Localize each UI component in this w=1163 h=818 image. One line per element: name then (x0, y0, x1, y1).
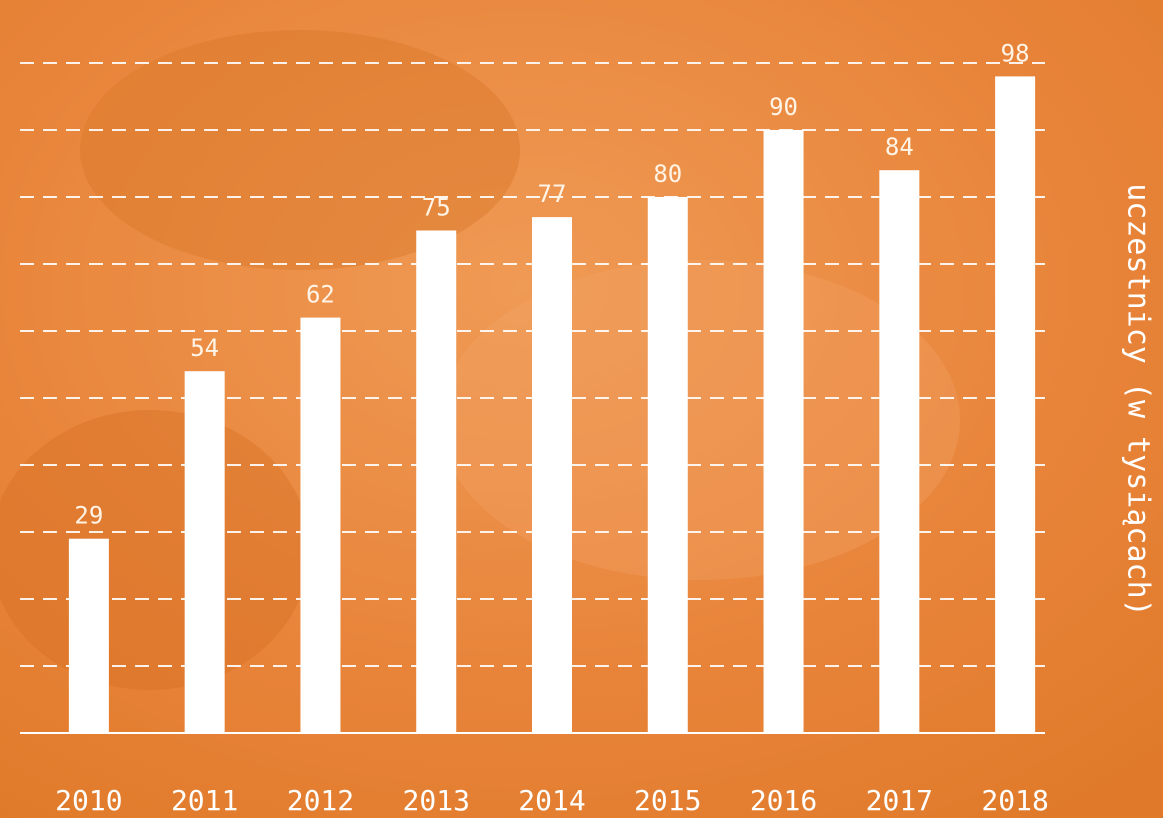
x-tick-label: 2014 (518, 784, 585, 817)
x-tick-label: 2011 (171, 784, 238, 817)
x-tick-label: 2012 (287, 784, 354, 817)
x-tick-label: 2013 (403, 784, 470, 817)
x-tick-label: 2017 (866, 784, 933, 817)
bar (995, 76, 1035, 733)
chart: uczestnicy (w tysiącach) 2010 29 2011 54 201… (0, 0, 1163, 818)
value-label: 90 (769, 93, 798, 121)
value-label: 84 (885, 133, 914, 161)
x-tick-label: 2010 (55, 784, 122, 817)
bar (532, 217, 572, 733)
x-tick-label: 2016 (750, 784, 817, 817)
page: uczestnicy (w tysiącach) 2010 29 2011 54 201… (0, 0, 1163, 818)
bar (185, 371, 225, 733)
value-label: 75 (422, 194, 451, 222)
bar (416, 231, 456, 734)
value-label: 62 (306, 281, 335, 309)
value-label: 77 (538, 180, 567, 208)
bar (648, 197, 688, 733)
bar (69, 539, 109, 733)
value-label: 98 (1001, 39, 1030, 67)
x-tick-label: 2015 (634, 784, 701, 817)
value-label: 80 (653, 160, 682, 188)
x-tick-label: 2018 (981, 784, 1048, 817)
y-axis-label: uczestnicy (w tysiącach) (1121, 183, 1156, 616)
bar (879, 170, 919, 733)
value-label: 54 (190, 334, 219, 362)
value-label: 29 (74, 502, 103, 530)
photo-shade (0, 410, 310, 690)
bar (300, 318, 340, 733)
bar (764, 130, 804, 733)
